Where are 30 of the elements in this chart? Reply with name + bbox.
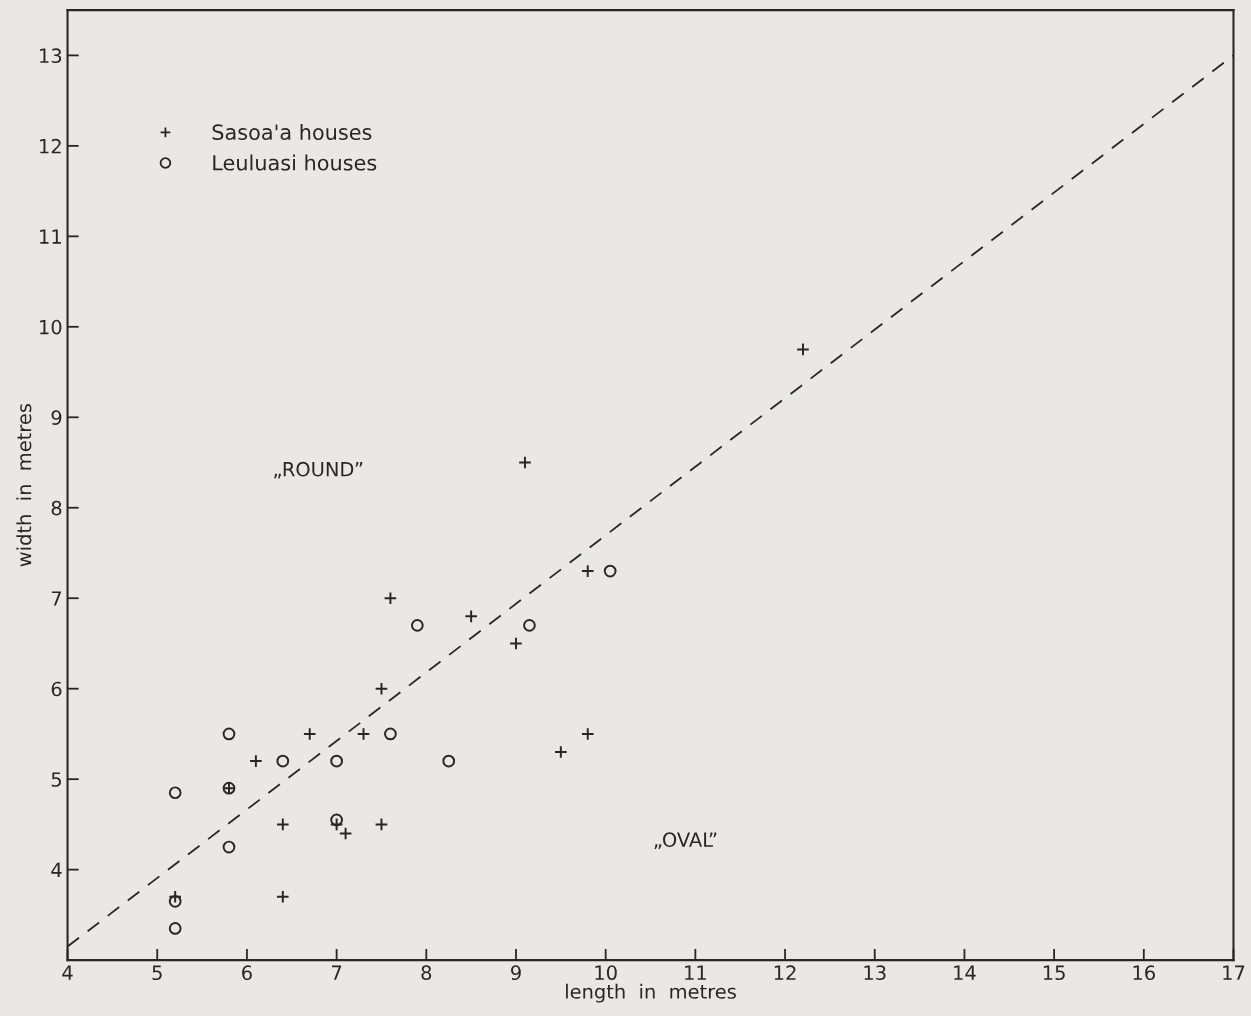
x-tick-label: 6 [242,965,252,981]
x-tick-label: 11 [685,965,706,980]
y-axis-title: width in metres [16,403,32,567]
y-tick-label: 6 [51,681,62,697]
y-tick-label: 4 [51,862,62,878]
y-tick-label: 11 [40,229,61,244]
y-tick-label: 10 [40,319,62,335]
legend-label: Sasoa'a houses [212,123,372,141]
x-tick-label: 14 [954,965,976,980]
x-tick-label: 5 [152,965,162,981]
x-tick-label: 9 [511,965,521,981]
x-tick-label: 4 [62,965,73,980]
x-tick-label: 17 [1223,965,1245,980]
x-tick-label: 7 [332,965,342,980]
x-tick-label: 16 [1133,965,1155,981]
y-tick-label: 12 [40,138,61,154]
annotation: „OVAL” [654,832,717,849]
x-tick-label: 12 [774,965,796,980]
y-tick-label: 5 [51,772,61,787]
x-tick-label: 15 [1043,965,1065,981]
x-tick-label: 10 [595,965,617,981]
x-tick-label: 13 [864,965,886,981]
y-tick-label: 8 [51,500,62,516]
annotation: „ROUND” [274,461,363,479]
x-tick-label: 8 [421,965,432,981]
x-axis-title: length in metres [566,983,736,1003]
y-tick-label: 7 [51,591,62,606]
y-tick-label: 9 [51,410,62,425]
y-tick-label: 13 [40,48,62,64]
legend-label: Leuluasi houses [213,154,377,171]
